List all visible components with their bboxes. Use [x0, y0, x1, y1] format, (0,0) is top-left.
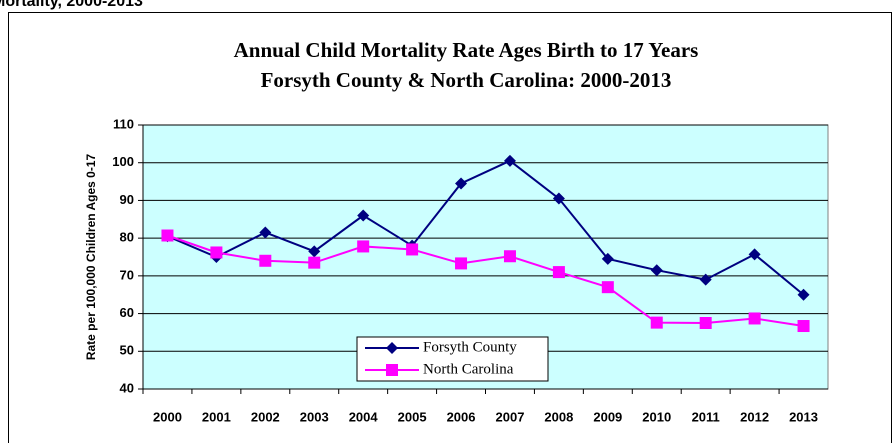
legend-label: Forsyth County	[423, 339, 517, 355]
data-point	[259, 226, 272, 239]
data-point	[748, 248, 761, 261]
legend-marker	[386, 342, 398, 354]
y-tick-label: 90	[120, 192, 134, 207]
data-point	[503, 250, 516, 263]
y-tick-label: 50	[120, 343, 134, 358]
data-point	[455, 257, 468, 270]
data-point	[699, 317, 712, 329]
series-line	[167, 159, 805, 296]
y-tick-label: 60	[120, 305, 134, 320]
chart-title: Annual Child Mortality Rate Ages Birth t…	[234, 38, 699, 62]
y-tick-label: 100	[112, 154, 134, 169]
x-tick-label: 2005	[398, 409, 427, 424]
x-tick-label: 2012	[740, 409, 769, 424]
data-point	[455, 177, 468, 190]
series-line	[167, 234, 804, 328]
data-point	[748, 312, 761, 325]
data-point	[259, 254, 272, 267]
data-point	[308, 245, 321, 258]
legend-marker	[386, 364, 398, 376]
data-point	[503, 154, 516, 167]
data-point	[601, 252, 614, 265]
x-tick-label: 2006	[447, 409, 476, 424]
page-header: Mortality, 2000-2013	[0, 0, 143, 10]
data-point	[650, 316, 663, 329]
data-point	[357, 240, 370, 253]
x-tick-label: 2008	[544, 409, 573, 424]
x-tick-label: 2000	[153, 409, 182, 424]
x-tick-label: 2004	[349, 409, 379, 424]
data-point	[552, 192, 565, 205]
x-tick-label: 2001	[202, 409, 231, 424]
y-tick-label: 70	[120, 267, 134, 282]
data-point	[210, 246, 223, 259]
data-point	[797, 288, 810, 301]
data-point	[308, 256, 321, 269]
x-tick-label: 2013	[789, 409, 818, 424]
chart-subtitle: Forsyth County & North Carolina: 2000-20…	[261, 68, 672, 92]
data-point	[650, 264, 663, 277]
y-tick-label: 80	[120, 230, 134, 245]
x-tick-label: 2003	[300, 409, 329, 424]
data-point	[357, 209, 370, 222]
data-point	[406, 243, 419, 256]
y-axis-label: Rate per 100,000 Children Ages 0-17	[84, 154, 98, 361]
data-point	[552, 266, 565, 279]
x-tick-label: 2011	[692, 409, 720, 424]
y-tick-label: 40	[120, 380, 134, 395]
data-point	[601, 281, 614, 294]
legend-label: North Carolina	[423, 361, 514, 377]
data-point	[161, 229, 174, 242]
x-tick-label: 2009	[593, 409, 622, 424]
data-point	[699, 273, 712, 286]
y-tick-label: 110	[113, 116, 134, 131]
x-tick-label: 2007	[496, 409, 525, 424]
data-point	[797, 320, 810, 333]
x-tick-label: 2010	[642, 409, 671, 424]
x-tick-label: 2002	[251, 409, 280, 424]
